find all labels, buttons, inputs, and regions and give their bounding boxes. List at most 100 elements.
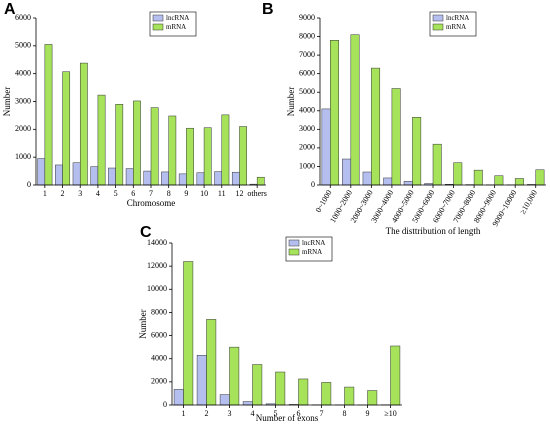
bar bbox=[186, 127, 194, 186]
bar bbox=[196, 354, 207, 406]
y-tick-label: 9000 bbox=[299, 13, 315, 22]
y-tick-label: 0 bbox=[311, 180, 315, 189]
bar bbox=[432, 143, 442, 186]
bar bbox=[214, 171, 223, 186]
bar bbox=[72, 162, 81, 186]
bar bbox=[178, 173, 187, 186]
y-tick-label: 14000 bbox=[147, 238, 167, 247]
x-tick-label: 6 bbox=[131, 189, 135, 198]
x-tick-label: 1 bbox=[182, 409, 186, 418]
y-tick-label: 2000 bbox=[151, 377, 167, 386]
bar bbox=[150, 107, 159, 186]
x-tick-label: 9 bbox=[366, 409, 370, 418]
legend-swatch bbox=[288, 239, 300, 247]
y-tick-label: 5000 bbox=[299, 87, 315, 96]
bar bbox=[275, 371, 286, 406]
legend-label: lncRNA bbox=[302, 239, 325, 247]
y-tick-label: 6000 bbox=[15, 13, 31, 22]
bar bbox=[90, 166, 99, 186]
x-axis-title: Number of exons bbox=[256, 413, 319, 423]
legend-label: mRNA bbox=[166, 23, 186, 31]
bar bbox=[256, 176, 265, 186]
legend-swatch bbox=[432, 14, 444, 22]
panel-label: A bbox=[4, 1, 16, 18]
y-tick-label: 12000 bbox=[147, 261, 167, 270]
y-tick-label: 8000 bbox=[299, 31, 315, 40]
y-axis-title: Number bbox=[286, 87, 296, 117]
bar bbox=[196, 172, 205, 186]
bar bbox=[494, 175, 504, 186]
x-tick-label: ≥10 bbox=[384, 409, 396, 418]
bar bbox=[125, 168, 134, 186]
bar bbox=[239, 126, 247, 186]
bar bbox=[362, 171, 372, 186]
x-tick-label: 5 bbox=[114, 189, 118, 198]
legend-label: lncRNA bbox=[166, 14, 189, 22]
bar bbox=[344, 386, 355, 406]
bar bbox=[133, 100, 141, 186]
x-tick-label: 5 bbox=[274, 409, 278, 418]
bar bbox=[219, 394, 230, 406]
bar bbox=[55, 164, 63, 186]
x-axis-title: The disttribution of length bbox=[386, 226, 481, 236]
x-tick-label: 0~1000 bbox=[314, 188, 334, 214]
y-tick-label: 4000 bbox=[299, 106, 315, 115]
x-tick-label: 4 bbox=[251, 409, 255, 418]
bar bbox=[342, 158, 352, 186]
bar bbox=[473, 169, 483, 186]
bar bbox=[97, 94, 106, 186]
x-tick-label: 1 bbox=[43, 189, 47, 198]
x-tick-label: 8 bbox=[343, 409, 347, 418]
bar bbox=[412, 117, 422, 186]
x-tick-label: 8 bbox=[167, 189, 171, 198]
bar bbox=[173, 389, 184, 406]
y-tick-label: 1000 bbox=[15, 152, 31, 161]
bar bbox=[44, 44, 53, 186]
bar bbox=[330, 40, 339, 186]
bar bbox=[229, 346, 240, 406]
bar bbox=[143, 170, 152, 186]
x-tick-label: 12 bbox=[235, 189, 243, 198]
legend-swatch bbox=[152, 14, 164, 22]
x-tick-label: 4 bbox=[96, 189, 100, 198]
bar bbox=[383, 177, 393, 186]
bar bbox=[453, 162, 463, 186]
x-tick-label: 2 bbox=[205, 409, 209, 418]
legend-label: mRNA bbox=[302, 248, 322, 256]
y-tick-label: 6000 bbox=[151, 330, 167, 339]
bar bbox=[350, 34, 360, 186]
x-tick-label: 6 bbox=[297, 409, 301, 418]
y-tick-label: 3000 bbox=[15, 96, 31, 105]
y-tick-label: 10000 bbox=[147, 284, 167, 293]
y-tick-label: 6000 bbox=[299, 68, 315, 77]
x-tick-label: 9 bbox=[184, 189, 188, 198]
bar bbox=[514, 178, 524, 186]
bar bbox=[391, 88, 401, 186]
bar bbox=[168, 115, 177, 186]
bar bbox=[367, 390, 378, 406]
x-tick-label: 3 bbox=[78, 189, 82, 198]
legend-swatch bbox=[288, 248, 300, 256]
x-tick-label: 2 bbox=[61, 189, 65, 198]
legend-label: lncRNA bbox=[446, 14, 469, 22]
bar bbox=[206, 319, 217, 406]
y-tick-label: 8000 bbox=[151, 307, 167, 316]
panel-label: C bbox=[140, 224, 152, 241]
bar bbox=[221, 114, 230, 186]
x-tick-label: ≥10,000 bbox=[518, 188, 539, 215]
bar bbox=[371, 67, 381, 186]
bar bbox=[252, 364, 263, 406]
bar bbox=[183, 261, 194, 406]
x-tick-label: 7 bbox=[149, 189, 153, 198]
x-tick-label: 7 bbox=[320, 409, 324, 418]
bar bbox=[108, 167, 116, 186]
bar bbox=[298, 378, 309, 406]
legend-swatch bbox=[152, 23, 164, 31]
bar bbox=[403, 181, 413, 186]
bar bbox=[79, 62, 88, 186]
legend-label: mRNA bbox=[446, 23, 466, 31]
bar bbox=[62, 71, 71, 186]
x-tick-label: 3 bbox=[228, 409, 232, 418]
bar bbox=[321, 382, 332, 406]
